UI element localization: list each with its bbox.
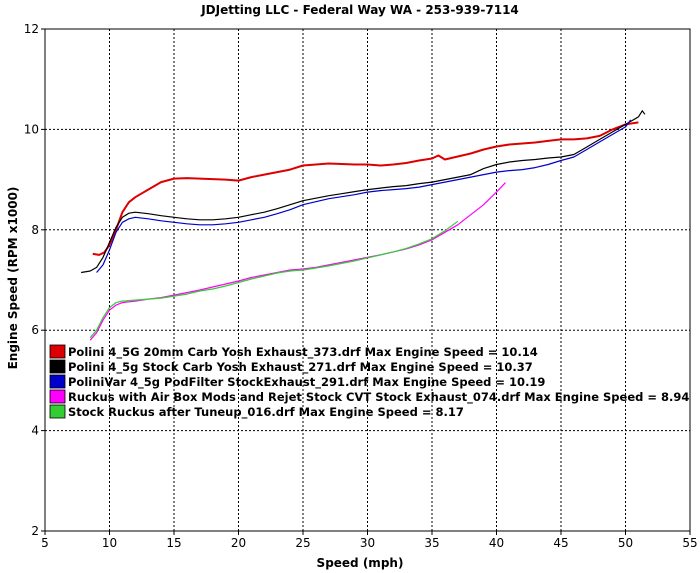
legend-label: Stock Ruckus after Tuneup_016.drf Max En… <box>68 405 464 420</box>
legend-swatch <box>49 389 66 404</box>
x-tick-label: 40 <box>489 536 504 550</box>
legend-swatch <box>49 359 66 374</box>
x-tick-label: 30 <box>360 536 375 550</box>
x-tick-label: 5 <box>41 536 49 550</box>
y-tick-label: 4 <box>31 424 39 438</box>
legend-swatch <box>49 404 66 419</box>
series-line-2 <box>81 110 646 274</box>
x-tick-label: 10 <box>102 536 117 550</box>
grid-lines <box>45 29 690 531</box>
x-tick-label: 15 <box>166 536 181 550</box>
legend-item-1: Polini 4_5G 20mm Carb Yosh Exhaust_373.d… <box>49 344 538 360</box>
plot-area-frame <box>44 28 691 532</box>
y-tick-label: 10 <box>24 122 39 136</box>
x-tick-label: 50 <box>618 536 633 550</box>
series-line-3 <box>96 119 632 273</box>
y-tick-label: 8 <box>31 223 39 237</box>
legend-item-4: Ruckus with Air Box Mods and Rejet Stock… <box>49 389 689 405</box>
legend-item-5: Stock Ruckus after Tuneup_016.drf Max En… <box>49 404 464 420</box>
x-tick-label: 25 <box>295 536 310 550</box>
legend: Polini 4_5G 20mm Carb Yosh Exhaust_373.d… <box>49 344 689 420</box>
y-tick-label: 6 <box>31 323 39 337</box>
chart-title: JDJetting LLC - Federal Way WA - 253-939… <box>200 3 519 17</box>
legend-label: Polini 4_5G 20mm Carb Yosh Exhaust_373.d… <box>68 345 538 360</box>
y-tick-label: 12 <box>24 22 39 36</box>
legend-label: Ruckus with Air Box Mods and Rejet Stock… <box>68 390 689 405</box>
series-line-4 <box>89 182 506 341</box>
series-lines <box>81 110 646 341</box>
legend-label: PoliniVar 4_5g PodFilter StockExhaust_29… <box>68 375 545 390</box>
legend-label: Polini 4_5g Stock Carb Yosh Exhaust_271.… <box>68 360 533 375</box>
x-axis-ticks: 5 10 15 20 25 30 35 40 45 50 55 <box>41 531 698 550</box>
y-axis-label: Engine Speed (RPM x1000) <box>6 187 20 370</box>
legend-item-3: PoliniVar 4_5g PodFilter StockExhaust_29… <box>49 374 545 390</box>
series-line-5 <box>89 220 459 339</box>
legend-item-2: Polini 4_5g Stock Carb Yosh Exhaust_271.… <box>49 359 533 375</box>
y-axis-ticks: 2 4 6 8 10 12 <box>24 22 45 538</box>
x-axis-label: Speed (mph) <box>317 556 404 570</box>
x-tick-label: 45 <box>553 536 568 550</box>
series-line-1 <box>92 121 639 256</box>
x-tick-label: 20 <box>231 536 246 550</box>
legend-swatch <box>49 374 66 389</box>
x-tick-label: 35 <box>424 536 439 550</box>
x-tick-label: 55 <box>682 536 697 550</box>
y-tick-label: 2 <box>31 524 39 538</box>
legend-swatch <box>49 344 66 359</box>
